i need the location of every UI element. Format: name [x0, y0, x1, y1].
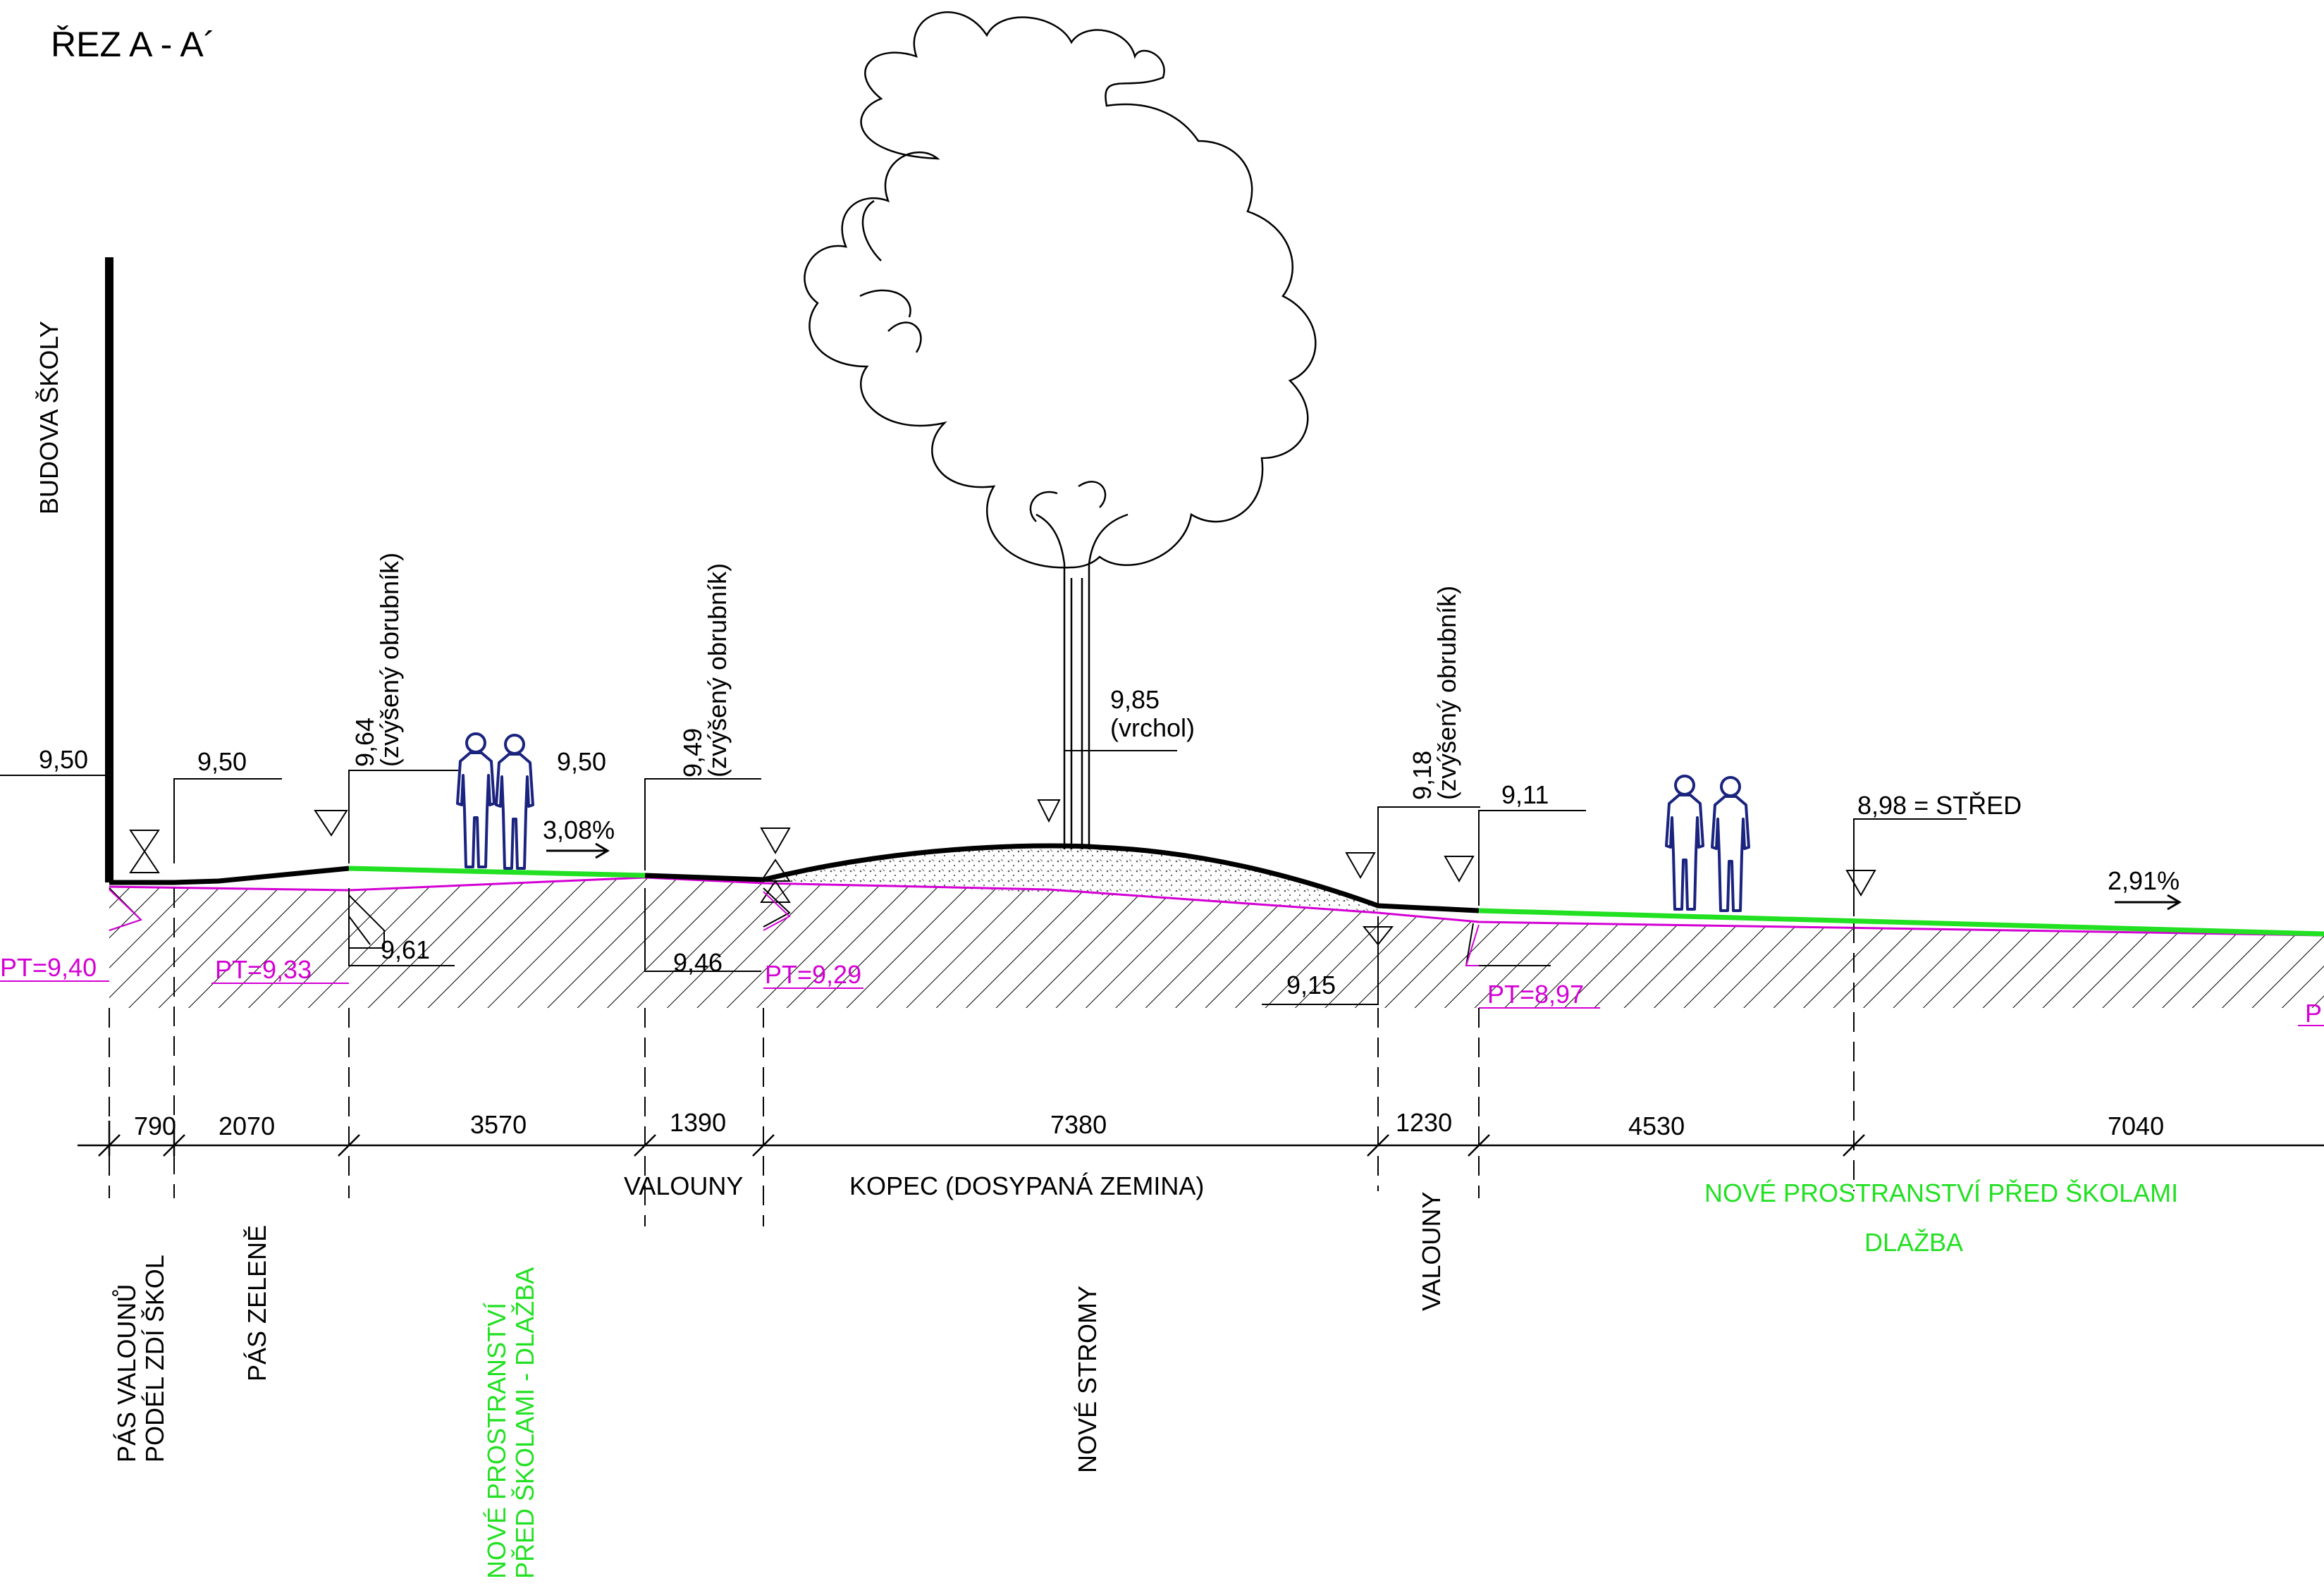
dim-2: 2070 [219, 1112, 275, 1140]
level-l2: 9,50 [197, 747, 247, 776]
level-l3: 9,64 [350, 718, 379, 767]
slope-1: 3,08% [543, 815, 615, 844]
level-l1: 9,50 [39, 745, 88, 774]
zone-label-6: NOVÉ STROMY [1073, 1286, 1102, 1473]
level-marker-icon [0, 750, 1967, 1005]
arrow-right-icon [546, 842, 2182, 911]
person-icon [1711, 776, 1750, 912]
zone-label-2: PÁS ZELENĚ [242, 1225, 271, 1381]
zone-label-5: KOPEC (DOSYPANÁ ZEMINA) [849, 1171, 1204, 1200]
person-icon [456, 732, 496, 868]
zone-label-3b: PŘED ŠKOLAMI - DLAŽBA [510, 1267, 539, 1579]
dim-4: 1390 [670, 1108, 726, 1137]
paving-surface-1 [348, 866, 646, 878]
person-icon [1665, 775, 1704, 911]
pt-label-3: PT=9,29 [765, 960, 861, 989]
level-l9: 8,98 = STŘED [1857, 791, 2022, 820]
subsoil-hatch [109, 878, 2324, 1008]
dim-7: 4530 [1628, 1112, 1685, 1140]
pt-label-4: PT=8,97 [1487, 980, 1584, 1009]
level-l4: 9,50 [557, 747, 606, 776]
building-label: BUDOVA ŠKOLY [35, 321, 63, 515]
pt-label-5: P [2305, 999, 2322, 1028]
level-l8: 9,11 [1501, 780, 1549, 809]
zone-label-7: VALOUNY [1417, 1192, 1446, 1311]
level-l7-note: (zvýšený obrubník) [1432, 586, 1461, 800]
level-l7: 9,18 [1408, 751, 1437, 800]
level-low2: 9,46 [673, 948, 723, 977]
zone-label-4: VALOUNY [624, 1171, 743, 1200]
slope-2: 2,91% [2108, 866, 2179, 895]
dimension-line [78, 1121, 2324, 1157]
zone-label-1a: PÁS VALOUNŮ [111, 1284, 141, 1463]
zone-label-8a: NOVÉ PROSTRANSTVÍ PŘED ŠKOLAMI [1704, 1178, 2178, 1207]
level-l5: 9,49 [678, 728, 707, 777]
level-low3: 9,15 [1286, 971, 1336, 999]
pt-label-1: PT=9,40 [0, 953, 97, 982]
existing-terrain-line [109, 876, 2324, 937]
dim-1: 790 [134, 1112, 176, 1140]
zone-label-1b: PODÉL ZDÍ ŠKOL [140, 1255, 169, 1463]
level-l5-note: (zvýšený obrubník) [703, 563, 732, 777]
drawing-title: ŘEZ A - A´ [51, 25, 215, 64]
zone-label-3a: NOVÉ PROSTRANSTVÍ [482, 1303, 511, 1579]
level-l6-note: (vrchol) [1110, 713, 1195, 742]
dim-5: 7380 [1050, 1110, 1107, 1139]
dim-6: 1230 [1396, 1108, 1452, 1137]
tree-icon [804, 11, 1317, 849]
level-l3-note: (zvýšený obrubník) [375, 553, 404, 767]
level-low1: 9,61 [381, 935, 430, 964]
pt-label-2: PT=9,33 [215, 955, 312, 984]
dim-3: 3570 [470, 1110, 527, 1139]
level-l6: 9,85 [1110, 685, 1160, 714]
zone-label-8b: DLAŽBA [1864, 1228, 1963, 1257]
paving-surface-2 [1478, 908, 2324, 937]
dim-8: 7040 [2108, 1112, 2164, 1140]
finished-surface-line [109, 843, 1480, 913]
person-icon [495, 734, 534, 870]
